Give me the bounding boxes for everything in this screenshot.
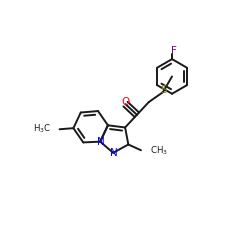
Text: F: F	[171, 46, 177, 56]
Text: H$_3$C: H$_3$C	[33, 122, 51, 135]
Text: O: O	[122, 97, 130, 107]
Text: CH$_3$: CH$_3$	[150, 145, 168, 158]
Text: N: N	[110, 148, 118, 158]
Text: N: N	[96, 137, 104, 147]
Text: S: S	[160, 85, 167, 95]
